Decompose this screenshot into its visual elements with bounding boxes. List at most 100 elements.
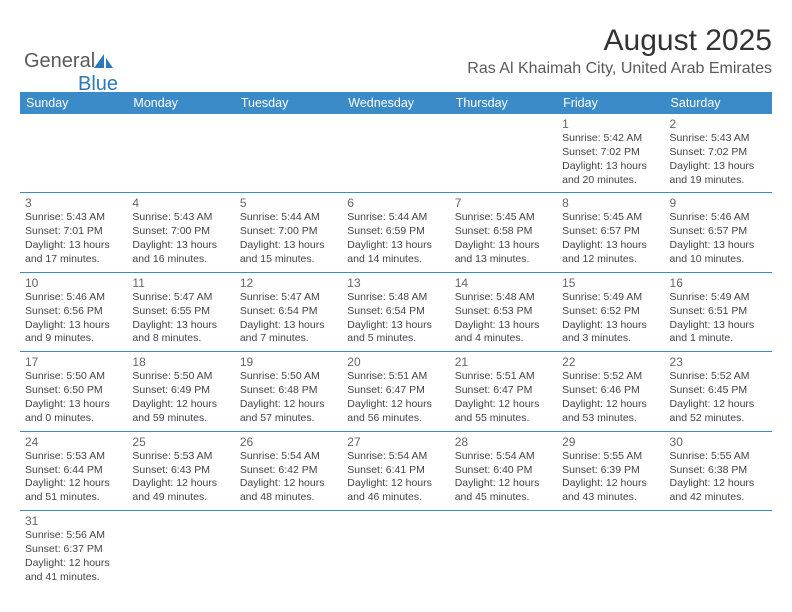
day-details: Sunrise: 5:53 AMSunset: 6:44 PMDaylight:… (25, 450, 122, 505)
day-cell: 29Sunrise: 5:55 AMSunset: 6:39 PMDayligh… (557, 431, 664, 510)
day-cell: 18Sunrise: 5:50 AMSunset: 6:49 PMDayligh… (127, 352, 234, 431)
day-details: Sunrise: 5:52 AMSunset: 6:45 PMDaylight:… (670, 370, 767, 425)
day-cell: 6Sunrise: 5:44 AMSunset: 6:59 PMDaylight… (342, 193, 449, 272)
day-details: Sunrise: 5:54 AMSunset: 6:40 PMDaylight:… (455, 450, 552, 505)
day-details: Sunrise: 5:51 AMSunset: 6:47 PMDaylight:… (455, 370, 552, 425)
weekday-header: Friday (557, 92, 664, 114)
day-cell: 25Sunrise: 5:53 AMSunset: 6:43 PMDayligh… (127, 431, 234, 510)
weekday-header-row: Sunday Monday Tuesday Wednesday Thursday… (20, 92, 772, 114)
day-cell: 4Sunrise: 5:43 AMSunset: 7:00 PMDaylight… (127, 193, 234, 272)
day-number: 4 (132, 196, 229, 210)
empty-cell (342, 511, 449, 590)
day-number: 7 (455, 196, 552, 210)
day-number: 16 (670, 276, 767, 290)
day-cell: 12Sunrise: 5:47 AMSunset: 6:54 PMDayligh… (235, 272, 342, 351)
day-cell: 13Sunrise: 5:48 AMSunset: 6:54 PMDayligh… (342, 272, 449, 351)
empty-cell (557, 511, 664, 590)
day-details: Sunrise: 5:45 AMSunset: 6:57 PMDaylight:… (562, 211, 659, 266)
location: Ras Al Khaimah City, United Arab Emirate… (20, 60, 772, 78)
day-details: Sunrise: 5:45 AMSunset: 6:58 PMDaylight:… (455, 211, 552, 266)
day-number: 30 (670, 435, 767, 449)
calendar-row: 17Sunrise: 5:50 AMSunset: 6:50 PMDayligh… (20, 352, 772, 431)
day-details: Sunrise: 5:43 AMSunset: 7:02 PMDaylight:… (670, 132, 767, 187)
day-number: 22 (562, 355, 659, 369)
day-cell: 26Sunrise: 5:54 AMSunset: 6:42 PMDayligh… (235, 431, 342, 510)
day-details: Sunrise: 5:48 AMSunset: 6:54 PMDaylight:… (347, 291, 444, 346)
day-details: Sunrise: 5:49 AMSunset: 6:51 PMDaylight:… (670, 291, 767, 346)
day-cell: 21Sunrise: 5:51 AMSunset: 6:47 PMDayligh… (450, 352, 557, 431)
day-cell: 3Sunrise: 5:43 AMSunset: 7:01 PMDaylight… (20, 193, 127, 272)
day-cell: 14Sunrise: 5:48 AMSunset: 6:53 PMDayligh… (450, 272, 557, 351)
day-number: 9 (670, 196, 767, 210)
calendar-table: Sunday Monday Tuesday Wednesday Thursday… (20, 92, 772, 590)
day-number: 17 (25, 355, 122, 369)
day-number: 23 (670, 355, 767, 369)
weekday-header: Monday (127, 92, 234, 114)
day-details: Sunrise: 5:49 AMSunset: 6:52 PMDaylight:… (562, 291, 659, 346)
day-details: Sunrise: 5:43 AMSunset: 7:00 PMDaylight:… (132, 211, 229, 266)
logo: General Blue (24, 50, 118, 96)
day-details: Sunrise: 5:44 AMSunset: 7:00 PMDaylight:… (240, 211, 337, 266)
day-number: 5 (240, 196, 337, 210)
day-cell: 8Sunrise: 5:45 AMSunset: 6:57 PMDaylight… (557, 193, 664, 272)
day-cell: 9Sunrise: 5:46 AMSunset: 6:57 PMDaylight… (665, 193, 772, 272)
day-cell: 28Sunrise: 5:54 AMSunset: 6:40 PMDayligh… (450, 431, 557, 510)
day-number: 29 (562, 435, 659, 449)
day-number: 26 (240, 435, 337, 449)
weekday-header: Saturday (665, 92, 772, 114)
day-details: Sunrise: 5:55 AMSunset: 6:38 PMDaylight:… (670, 450, 767, 505)
day-cell: 19Sunrise: 5:50 AMSunset: 6:48 PMDayligh… (235, 352, 342, 431)
day-number: 31 (25, 514, 122, 528)
empty-cell (342, 114, 449, 193)
day-number: 18 (132, 355, 229, 369)
month-title: August 2025 (20, 24, 772, 58)
day-details: Sunrise: 5:56 AMSunset: 6:37 PMDaylight:… (25, 529, 122, 584)
calendar-row: 1Sunrise: 5:42 AMSunset: 7:02 PMDaylight… (20, 114, 772, 193)
calendar-row: 24Sunrise: 5:53 AMSunset: 6:44 PMDayligh… (20, 431, 772, 510)
weekday-header: Wednesday (342, 92, 449, 114)
day-number: 8 (562, 196, 659, 210)
weekday-header: Thursday (450, 92, 557, 114)
day-details: Sunrise: 5:48 AMSunset: 6:53 PMDaylight:… (455, 291, 552, 346)
day-number: 19 (240, 355, 337, 369)
calendar-body: 1Sunrise: 5:42 AMSunset: 7:02 PMDaylight… (20, 114, 772, 590)
day-cell: 17Sunrise: 5:50 AMSunset: 6:50 PMDayligh… (20, 352, 127, 431)
day-details: Sunrise: 5:54 AMSunset: 6:42 PMDaylight:… (240, 450, 337, 505)
day-cell: 24Sunrise: 5:53 AMSunset: 6:44 PMDayligh… (20, 431, 127, 510)
day-number: 11 (132, 276, 229, 290)
day-number: 10 (25, 276, 122, 290)
day-details: Sunrise: 5:51 AMSunset: 6:47 PMDaylight:… (347, 370, 444, 425)
day-number: 21 (455, 355, 552, 369)
day-number: 6 (347, 196, 444, 210)
day-details: Sunrise: 5:50 AMSunset: 6:50 PMDaylight:… (25, 370, 122, 425)
calendar-row: 31Sunrise: 5:56 AMSunset: 6:37 PMDayligh… (20, 511, 772, 590)
day-cell: 16Sunrise: 5:49 AMSunset: 6:51 PMDayligh… (665, 272, 772, 351)
logo-text-b: Blue (78, 73, 118, 95)
day-cell: 11Sunrise: 5:47 AMSunset: 6:55 PMDayligh… (127, 272, 234, 351)
calendar-row: 10Sunrise: 5:46 AMSunset: 6:56 PMDayligh… (20, 272, 772, 351)
day-details: Sunrise: 5:50 AMSunset: 6:49 PMDaylight:… (132, 370, 229, 425)
day-cell: 31Sunrise: 5:56 AMSunset: 6:37 PMDayligh… (20, 511, 127, 590)
day-number: 28 (455, 435, 552, 449)
day-number: 27 (347, 435, 444, 449)
logo-sail-icon (93, 53, 115, 69)
day-number: 2 (670, 117, 767, 131)
day-number: 13 (347, 276, 444, 290)
empty-cell (235, 114, 342, 193)
day-number: 20 (347, 355, 444, 369)
day-number: 14 (455, 276, 552, 290)
empty-cell (450, 114, 557, 193)
empty-cell (665, 511, 772, 590)
day-details: Sunrise: 5:42 AMSunset: 7:02 PMDaylight:… (562, 132, 659, 187)
day-number: 3 (25, 196, 122, 210)
day-details: Sunrise: 5:44 AMSunset: 6:59 PMDaylight:… (347, 211, 444, 266)
logo-text-a: General (24, 50, 95, 72)
day-cell: 2Sunrise: 5:43 AMSunset: 7:02 PMDaylight… (665, 114, 772, 193)
empty-cell (127, 511, 234, 590)
empty-cell (450, 511, 557, 590)
day-details: Sunrise: 5:46 AMSunset: 6:57 PMDaylight:… (670, 211, 767, 266)
day-details: Sunrise: 5:54 AMSunset: 6:41 PMDaylight:… (347, 450, 444, 505)
day-details: Sunrise: 5:43 AMSunset: 7:01 PMDaylight:… (25, 211, 122, 266)
day-cell: 23Sunrise: 5:52 AMSunset: 6:45 PMDayligh… (665, 352, 772, 431)
day-number: 24 (25, 435, 122, 449)
